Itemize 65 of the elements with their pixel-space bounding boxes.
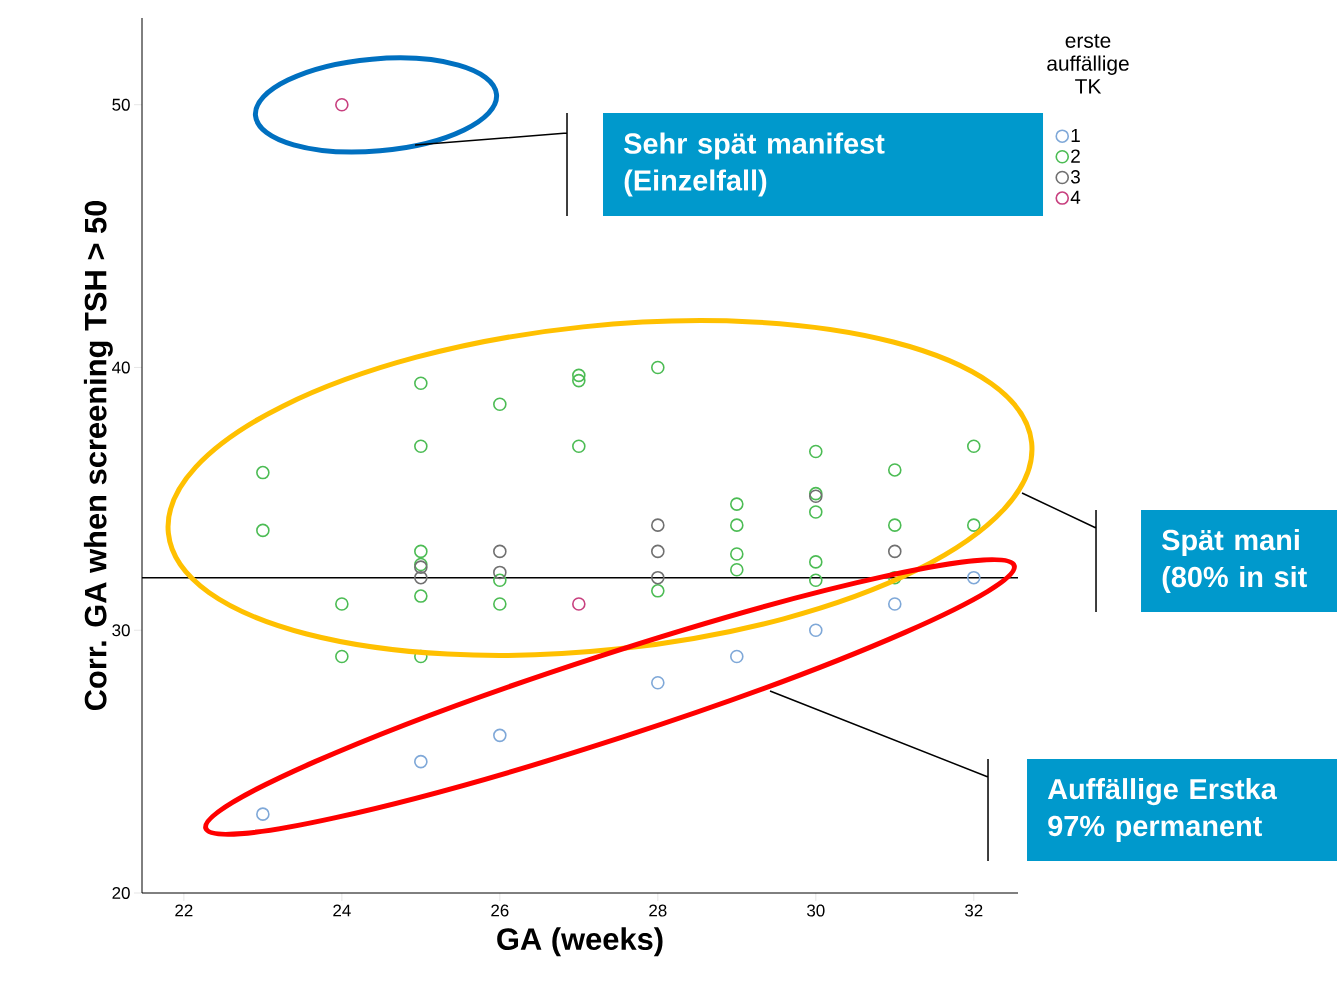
point (572, 368, 586, 383)
point (493, 397, 507, 412)
legend-label: 1 (1071, 128, 1080, 142)
legend-label: 2 (1071, 149, 1080, 163)
point (887, 463, 902, 477)
text: Auffällige Erstka 97% permanent (1047, 778, 1277, 842)
point (414, 544, 428, 559)
point (493, 597, 507, 611)
point (730, 649, 744, 664)
point (493, 573, 507, 588)
x-tick-label: 22 (175, 904, 193, 917)
x-axis-title: GA (weeks) (497, 927, 663, 957)
point (335, 97, 349, 112)
legend-title: erste auffällige TK (1047, 34, 1129, 94)
point (256, 523, 270, 538)
point (651, 360, 665, 375)
point (651, 675, 665, 690)
x-tick-label: 30 (807, 904, 825, 917)
point (493, 544, 507, 559)
annotation: Sehr spät manifest (Einzelfall) (624, 132, 885, 197)
point (887, 544, 902, 559)
point (256, 465, 270, 480)
point (809, 444, 823, 459)
y-tick-label: 30 (112, 624, 130, 637)
point (414, 376, 428, 391)
point (966, 518, 981, 532)
point (887, 518, 902, 532)
point (966, 439, 981, 454)
x-tick-label: 28 (649, 904, 667, 917)
point (414, 439, 428, 454)
x-tick-label: 26 (491, 904, 509, 917)
point (651, 518, 665, 532)
point (414, 589, 428, 603)
point (651, 570, 665, 585)
point (493, 565, 507, 580)
point (809, 573, 823, 588)
point (256, 807, 270, 821)
point (809, 555, 823, 569)
point (809, 505, 823, 519)
legend-label: 3 (1070, 170, 1080, 184)
point (414, 570, 428, 585)
point (572, 597, 586, 611)
text: Spät mani (80% in sit (1162, 529, 1307, 593)
point (730, 497, 744, 511)
point (335, 597, 349, 611)
point (809, 623, 823, 638)
y-tick-label: 50 (112, 98, 130, 111)
point (572, 439, 586, 454)
point (572, 373, 586, 388)
point (887, 597, 902, 611)
point (651, 584, 665, 598)
point (335, 649, 349, 664)
point (730, 563, 744, 577)
point (730, 547, 744, 561)
y-tick-label: 20 (112, 887, 130, 899)
y-tick-label: 40 (112, 361, 130, 374)
point (414, 754, 428, 769)
point (730, 518, 744, 532)
legend-label: 4 (1070, 190, 1081, 204)
y-axis-title: Corr. GA when screening TSH > 50 (83, 200, 113, 711)
point (651, 544, 665, 559)
x-tick-label: 32 (965, 904, 983, 917)
x-tick-label: 24 (333, 904, 351, 917)
point (966, 570, 981, 585)
point (493, 728, 507, 743)
